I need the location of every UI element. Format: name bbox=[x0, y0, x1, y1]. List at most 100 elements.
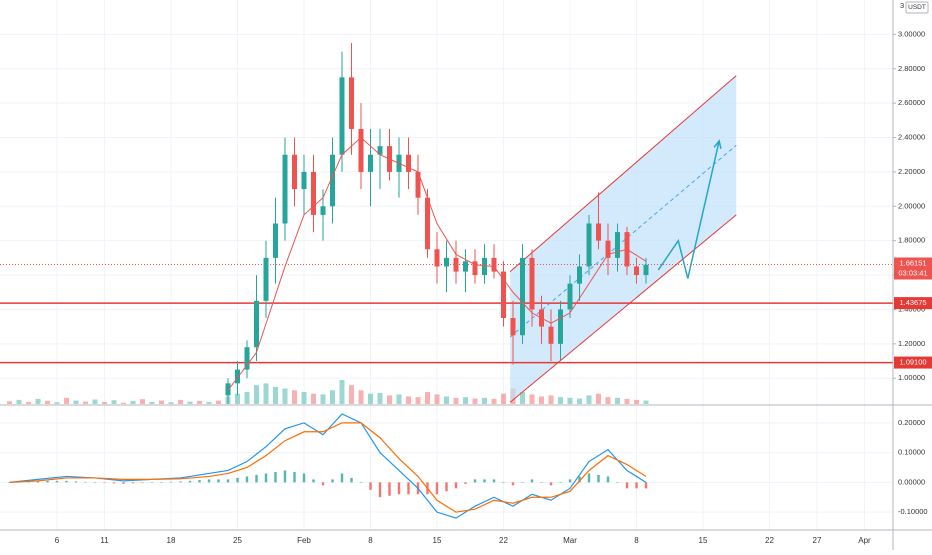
histogram-bar bbox=[226, 479, 230, 483]
volume-bar bbox=[140, 399, 145, 404]
channel-mid-line[interactable] bbox=[509, 144, 737, 338]
price-tick-label: 2.00000 bbox=[898, 201, 925, 210]
histogram-bar bbox=[46, 480, 49, 483]
candle-body bbox=[501, 271, 506, 319]
volume-bar bbox=[26, 401, 31, 404]
histogram-bar bbox=[559, 482, 562, 483]
histogram-bar bbox=[549, 482, 553, 486]
candle-body bbox=[425, 197, 430, 250]
channel-lower-line[interactable] bbox=[509, 214, 737, 403]
histogram-bar bbox=[340, 473, 344, 483]
candle-body bbox=[235, 369, 240, 384]
volume-bar bbox=[282, 388, 288, 404]
moving-average-line bbox=[227, 136, 647, 391]
candle-body bbox=[330, 154, 335, 207]
candle-body bbox=[463, 261, 468, 272]
price-tick-label: 2.20000 bbox=[898, 167, 925, 176]
volume-bar bbox=[149, 401, 155, 404]
volume-bar bbox=[415, 397, 421, 404]
histogram-bar bbox=[568, 479, 572, 483]
volume-bar bbox=[273, 386, 278, 404]
usdt-badge[interactable] bbox=[905, 1, 929, 14]
candle-body bbox=[292, 154, 297, 190]
histogram-bar bbox=[359, 482, 363, 483]
candle-body bbox=[244, 347, 250, 370]
histogram-bar bbox=[131, 482, 135, 484]
histogram-bar bbox=[530, 479, 534, 483]
volume-bar bbox=[605, 397, 611, 404]
histogram-bar bbox=[644, 482, 648, 489]
volume-bar bbox=[244, 392, 250, 404]
date-tick-label: 11 bbox=[100, 536, 109, 545]
candle-body bbox=[254, 300, 259, 348]
volume-bar bbox=[558, 397, 563, 404]
histogram-bar bbox=[122, 482, 125, 484]
candle-body bbox=[586, 223, 592, 267]
date-tick-label: 6 bbox=[55, 536, 60, 545]
candle-body bbox=[510, 318, 516, 336]
date-tick-label: 27 bbox=[813, 536, 822, 545]
volume-bar bbox=[159, 400, 164, 404]
histogram-bar bbox=[492, 479, 496, 483]
histogram-bar bbox=[540, 482, 543, 483]
histogram-bar bbox=[207, 479, 211, 483]
candle-body bbox=[273, 223, 278, 258]
histogram-bar bbox=[283, 470, 287, 483]
histogram-bar bbox=[350, 477, 353, 483]
volume-bar bbox=[368, 393, 373, 404]
volume-bar bbox=[548, 395, 554, 404]
candle-body bbox=[434, 249, 440, 267]
current-price-badge bbox=[894, 257, 932, 280]
histogram-bar bbox=[103, 482, 106, 483]
price-tick-label: 1.80000 bbox=[898, 236, 925, 245]
level-price-badge bbox=[894, 297, 932, 310]
channel-fill[interactable] bbox=[510, 75, 737, 403]
price-tick-label: 3.00000 bbox=[898, 29, 925, 38]
channel-upper-line[interactable] bbox=[509, 75, 737, 273]
volume-bar bbox=[92, 399, 98, 404]
date-tick-label: 8 bbox=[634, 536, 639, 545]
osc-tick-label: 0.10000 bbox=[898, 448, 925, 457]
histogram-bar bbox=[217, 479, 220, 483]
candle-body bbox=[453, 257, 459, 272]
volume-bar bbox=[339, 380, 345, 404]
histogram-bar bbox=[435, 482, 439, 495]
volume-bar bbox=[54, 402, 60, 404]
volume-bar bbox=[463, 397, 468, 404]
volume-bar bbox=[406, 396, 411, 404]
volume-bar bbox=[330, 390, 335, 404]
histogram-bar bbox=[93, 482, 97, 483]
histogram-bar bbox=[388, 482, 391, 496]
osc-tick-label: -0.10000 bbox=[898, 507, 928, 516]
candle-body bbox=[282, 154, 288, 224]
histogram-bar bbox=[179, 481, 182, 483]
level-price-label: 1.43675 bbox=[899, 298, 926, 307]
histogram-bar bbox=[84, 481, 87, 483]
volume-bar bbox=[377, 393, 383, 404]
histogram-bar bbox=[141, 482, 144, 483]
volume-bar bbox=[539, 396, 544, 404]
candle-body bbox=[339, 77, 345, 155]
volume-bar bbox=[7, 401, 12, 404]
histogram-bar bbox=[502, 482, 505, 483]
projection-arrowhead[interactable] bbox=[713, 139, 722, 149]
date-tick-label: 22 bbox=[765, 536, 774, 545]
candle-body bbox=[615, 232, 620, 258]
volume-bar bbox=[520, 392, 525, 404]
candle-body bbox=[349, 77, 354, 129]
volume-bar bbox=[111, 400, 117, 404]
date-tick-label: Feb bbox=[297, 536, 311, 545]
date-tick-label: Mar bbox=[563, 536, 577, 545]
channel-layer[interactable] bbox=[509, 75, 737, 403]
volume-bar bbox=[35, 398, 41, 404]
histogram-bar bbox=[255, 474, 258, 483]
volume-bar bbox=[577, 398, 582, 404]
candle-layer bbox=[225, 42, 649, 404]
osc-tick-label: 0.00000 bbox=[898, 477, 925, 486]
volume-bar bbox=[453, 397, 459, 404]
projection-arrow[interactable] bbox=[657, 140, 720, 279]
level-layer[interactable] bbox=[0, 263, 893, 364]
